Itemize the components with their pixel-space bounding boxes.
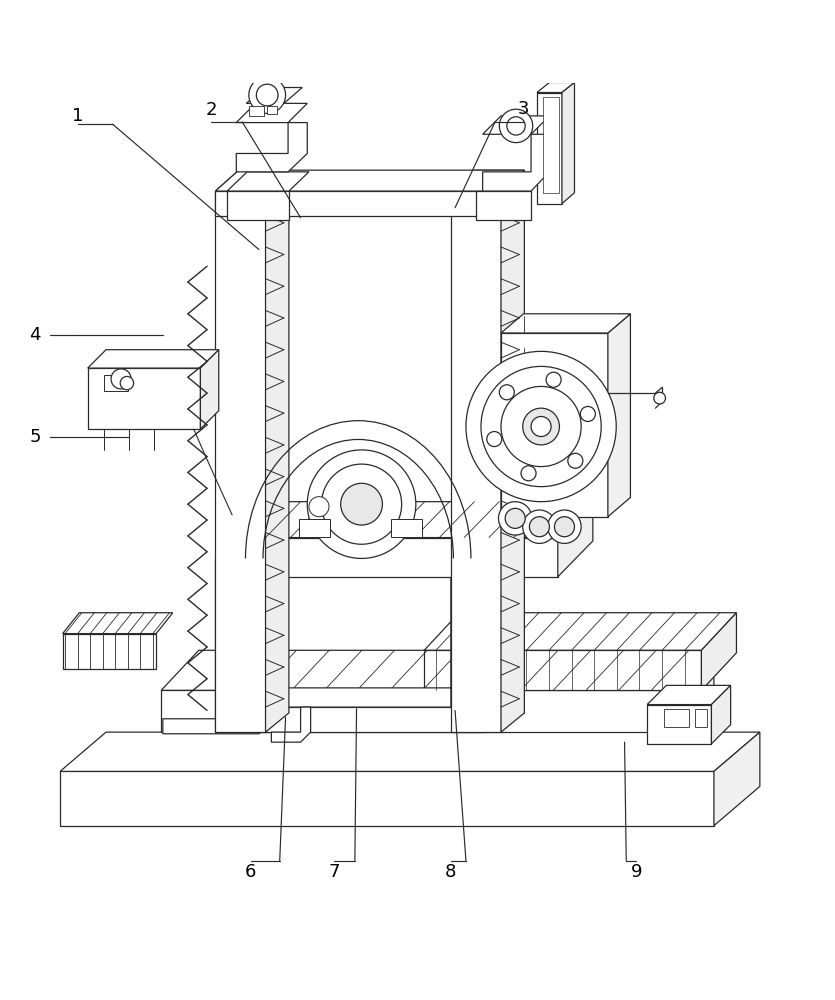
Circle shape [466,351,616,502]
Text: 5: 5 [29,428,41,446]
Bar [695,709,707,727]
Circle shape [580,406,595,422]
Polygon shape [215,191,266,732]
Polygon shape [163,702,276,734]
Polygon shape [215,558,484,732]
Text: 1: 1 [72,107,84,125]
Polygon shape [676,650,714,732]
Polygon shape [60,732,760,771]
Polygon shape [161,650,714,690]
Bar [664,709,689,727]
Circle shape [498,502,532,535]
Polygon shape [215,191,501,216]
Circle shape [501,386,581,467]
Circle shape [481,366,601,487]
Polygon shape [537,83,574,93]
Polygon shape [299,519,330,537]
Circle shape [548,510,581,543]
Circle shape [505,508,525,528]
Circle shape [546,372,561,387]
Polygon shape [451,191,501,732]
Circle shape [531,417,551,437]
Polygon shape [537,93,562,204]
Text: 9: 9 [630,863,642,881]
Polygon shape [227,191,289,220]
Polygon shape [250,502,593,538]
Polygon shape [608,314,630,517]
Polygon shape [558,502,593,577]
Circle shape [341,483,382,525]
Bar [249,106,264,116]
Polygon shape [63,634,156,669]
Polygon shape [215,170,524,191]
Circle shape [654,392,665,404]
Circle shape [554,517,574,537]
Polygon shape [236,123,307,172]
Circle shape [523,408,559,445]
Text: 2: 2 [205,101,217,119]
Circle shape [568,453,583,468]
Polygon shape [161,690,676,732]
Polygon shape [250,538,558,577]
Polygon shape [476,191,531,220]
Bar [543,97,559,193]
Polygon shape [701,613,736,690]
Polygon shape [88,350,219,368]
Text: 3: 3 [518,100,529,118]
Text: 8: 8 [445,863,457,881]
Polygon shape [424,650,701,690]
Circle shape [499,385,514,400]
Polygon shape [451,170,524,191]
Circle shape [309,497,329,517]
Polygon shape [647,705,711,744]
Bar [104,375,128,391]
Text: 7: 7 [328,863,340,881]
Circle shape [499,109,533,143]
Circle shape [249,77,286,113]
Polygon shape [88,368,200,429]
Polygon shape [501,170,524,732]
Circle shape [507,117,525,135]
Polygon shape [60,771,714,826]
Polygon shape [424,613,736,650]
Polygon shape [714,732,760,826]
Polygon shape [266,170,289,732]
Bar [267,106,277,114]
Polygon shape [63,613,173,634]
Circle shape [529,517,549,537]
Polygon shape [246,88,302,103]
Text: 6: 6 [245,863,256,881]
Circle shape [521,466,536,481]
Polygon shape [271,707,311,742]
Circle shape [111,369,131,389]
Polygon shape [215,170,289,191]
Polygon shape [711,685,731,744]
Circle shape [523,510,556,543]
Circle shape [120,376,134,390]
Circle shape [487,432,502,447]
Circle shape [307,450,416,558]
Polygon shape [215,538,505,707]
Circle shape [321,464,402,544]
Polygon shape [227,172,309,191]
Polygon shape [501,314,630,333]
Polygon shape [236,103,307,123]
Text: 4: 4 [29,326,41,344]
Polygon shape [647,685,731,705]
Polygon shape [562,83,574,204]
Polygon shape [501,333,608,517]
Polygon shape [483,134,549,191]
Polygon shape [391,519,422,537]
Circle shape [256,84,278,106]
Polygon shape [200,350,219,429]
Polygon shape [483,116,549,134]
